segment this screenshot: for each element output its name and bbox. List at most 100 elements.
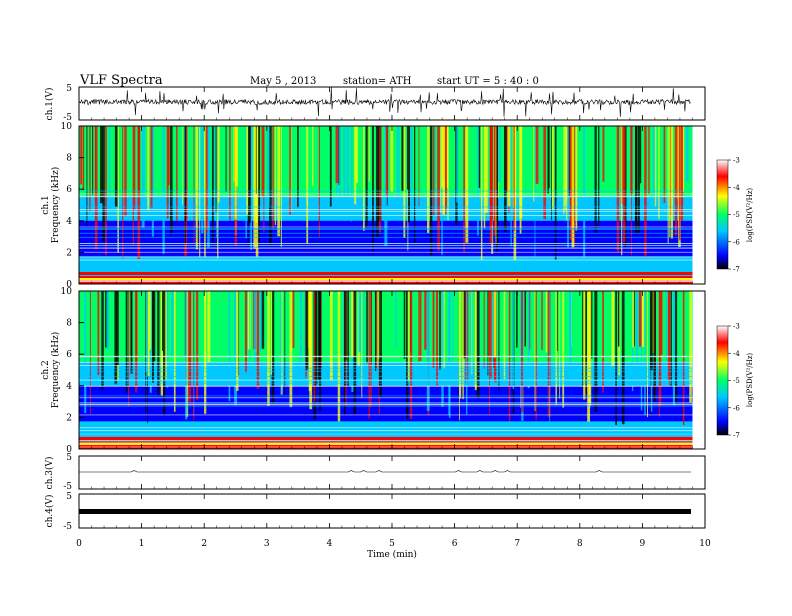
spectrogram-band	[79, 342, 693, 347]
spectrogram-streak	[430, 126, 433, 256]
spectrogram-streak	[495, 126, 497, 243]
spectrogram-line	[79, 260, 693, 262]
colorbar-tick-label: -4	[733, 184, 740, 192]
spectrogram-line	[79, 263, 693, 265]
spectrogram-streak	[567, 126, 569, 248]
spectrogram-band	[79, 264, 693, 269]
time-axis-ticks: 0 1 2 3 4 5 6 7 8 9 10	[76, 87, 711, 549]
spectrogram-line	[79, 215, 693, 216]
ch2-spectrogram-image	[79, 291, 693, 450]
spectrogram-streak	[648, 126, 650, 195]
station-label: station= ATH	[343, 76, 412, 87]
spectrogram-streak	[195, 126, 198, 250]
spectrogram-streak	[201, 126, 204, 233]
spectrogram-streak	[594, 126, 597, 234]
spectrogram-line	[79, 196, 693, 198]
spectrogram-line	[79, 439, 693, 441]
spectrogram-streak	[670, 126, 674, 239]
spectrogram-streak	[632, 291, 635, 348]
spectrogram-streak	[534, 291, 536, 412]
spectrogram-streak	[116, 291, 119, 366]
spectrogram-streak	[407, 291, 410, 382]
spectrogram-line	[79, 370, 693, 372]
ch1-spec-ylabel-line1: ch.1	[41, 195, 51, 214]
spectrogram-streak	[489, 291, 491, 414]
spectrogram-streak	[305, 291, 309, 370]
spectrogram-streak	[669, 126, 671, 238]
spectrogram-streak	[258, 126, 261, 248]
spectrogram-streak	[635, 291, 639, 378]
spectrogram-line	[79, 402, 693, 404]
spectrogram-line	[79, 405, 693, 407]
freq-tick-label: 6	[66, 350, 72, 360]
spectrogram-streak	[653, 291, 656, 402]
spectrogram-streak	[207, 126, 210, 248]
spectrogram-line	[79, 433, 693, 435]
ch1-waveform-panel: 5 -5 ch.1(V)	[44, 84, 706, 123]
spectrogram-streak	[267, 291, 270, 406]
spectrogram-streak	[554, 126, 557, 260]
spectrogram-streak	[490, 126, 493, 226]
spectrogram-streak	[100, 126, 103, 204]
spectrogram-band	[79, 338, 693, 343]
spectrogram-streak	[630, 126, 633, 195]
spectrogram-streak	[289, 291, 293, 408]
spectrogram-band	[79, 413, 693, 418]
spectrogram-streak	[164, 291, 167, 380]
spectrogram-streak	[216, 126, 220, 203]
spectrogram-streak	[585, 291, 587, 364]
spectrogram-streak	[346, 126, 350, 206]
spectrogram-streak	[385, 126, 389, 196]
spectrogram-band	[79, 334, 693, 339]
spectrogram-streak	[157, 291, 160, 395]
ch2-colorbar-ticks: -3 -4 -5 -6 -7	[728, 323, 740, 440]
spectrogram-streak	[647, 291, 648, 418]
spectrogram-streak	[147, 291, 150, 377]
spectrogram-streak	[409, 126, 413, 211]
spectrogram-line	[79, 256, 693, 258]
spectrogram-band	[79, 291, 693, 296]
spectrogram-streak	[513, 126, 515, 232]
spectrogram-streak	[205, 126, 208, 233]
spectrogram-streak	[390, 126, 394, 192]
colorbar-tick-label: -3	[733, 323, 740, 331]
time-tick-label: 3	[264, 539, 270, 549]
spectrogram-streak	[583, 291, 586, 400]
date-label: May 5 , 2013	[250, 76, 316, 87]
colorbar-tick-label: -6	[733, 404, 740, 412]
spectrogram-streak	[466, 291, 468, 415]
spectrogram-streak	[128, 291, 130, 407]
spectrogram-streak	[250, 126, 252, 251]
spectrogram-line	[79, 226, 693, 228]
spectrogram-band	[79, 429, 693, 434]
spectrogram-streak	[562, 291, 565, 408]
spectrogram-streak	[513, 126, 517, 261]
spectrogram-streak	[667, 126, 669, 244]
spectrogram-line	[79, 441, 693, 443]
spectrogram-band	[79, 370, 693, 375]
ch1-colorbar	[716, 159, 729, 270]
spectrogram-streak	[658, 291, 662, 407]
spectrogram-streak	[122, 126, 124, 259]
spectrogram-streak	[343, 291, 345, 360]
spectrogram-streak	[176, 126, 178, 222]
ch3-ylabel: ch.3(V)	[44, 457, 55, 490]
spectrogram-streak	[621, 291, 625, 425]
spectrogram-line	[79, 379, 693, 381]
spectrogram-streak	[329, 126, 332, 207]
freq-tick-label: 2	[66, 413, 72, 423]
spectrogram-streak	[463, 126, 465, 252]
spectrogram-streak	[534, 126, 536, 261]
spectrogram-streak	[343, 291, 346, 416]
spectrogram-streak	[484, 126, 488, 213]
spectrogram-streak	[358, 291, 362, 353]
spectrogram-streak	[335, 126, 339, 184]
spectrogram-streak	[406, 126, 408, 183]
spectrogram-streak	[435, 126, 437, 194]
spectrogram-streak	[94, 126, 97, 202]
spectrogram-streak	[488, 291, 490, 357]
spectrogram-streak	[269, 126, 272, 245]
time-tick-label: 1	[139, 539, 145, 549]
spectrogram-streak	[351, 291, 355, 358]
spectrogram-streak	[354, 126, 357, 205]
